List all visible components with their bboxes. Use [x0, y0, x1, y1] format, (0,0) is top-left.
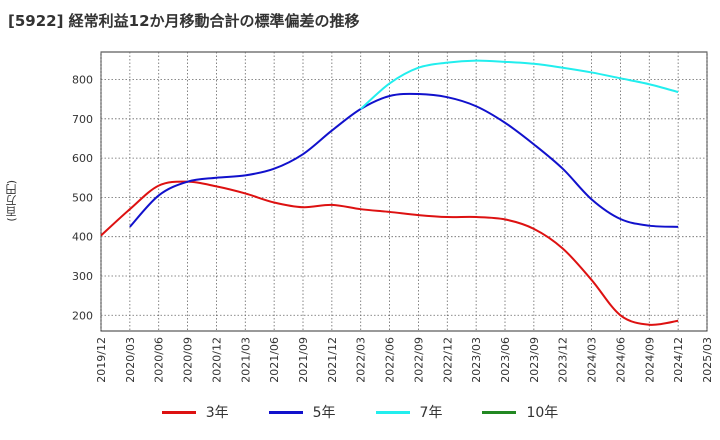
legend-item-2: 5年 [268, 402, 336, 422]
legend-label: 7年 [419, 405, 443, 421]
x-tick-label: 2021/12 [326, 337, 339, 383]
x-tick-label: 2025/03 [701, 337, 714, 383]
y-tick-label: 500 [72, 191, 93, 204]
plot-area [100, 51, 708, 332]
legend-swatch [482, 410, 517, 414]
x-tick-label: 2023/06 [499, 337, 512, 383]
series-line-1 [100, 180, 679, 326]
legend-label: 10年 [526, 405, 559, 421]
chart-legend: 3年 5年 7年 10年 [0, 402, 720, 422]
legend-label: 3年 [205, 405, 229, 421]
series-line-2 [129, 92, 679, 228]
x-tick-label: 2019/12 [95, 337, 108, 383]
legend-item-1: 3年 [161, 402, 229, 422]
x-tick-label: 2021/09 [297, 337, 310, 383]
x-tick-label: 2021/03 [239, 337, 252, 383]
legend-swatch [268, 410, 303, 414]
legend-item-4: 10年 [482, 402, 558, 422]
legend-swatch [161, 410, 196, 414]
series-line-3 [360, 59, 679, 110]
y-tick-label: 700 [72, 113, 93, 126]
legend-item-3: 7年 [375, 402, 443, 422]
x-tick-label: 2021/06 [268, 337, 281, 383]
y-tick-label: 800 [72, 74, 93, 87]
x-tick-label: 2022/09 [412, 337, 425, 383]
x-tick-label: 2022/12 [441, 337, 454, 383]
x-tick-label: 2020/03 [124, 337, 137, 383]
y-tick-label: 400 [72, 231, 93, 244]
x-tick-label: 2024/09 [643, 337, 656, 383]
x-tick-label: 2020/12 [210, 337, 223, 383]
x-tick-label: 2023/09 [528, 337, 541, 383]
x-tick-label: 2022/06 [384, 337, 397, 383]
x-tick-label: 2022/03 [355, 337, 368, 383]
y-tick-label: 300 [72, 270, 93, 283]
x-tick-label: 2024/12 [672, 337, 685, 383]
x-tick-label: 2024/03 [586, 337, 599, 383]
y-tick-label: 600 [72, 152, 93, 165]
x-tick-label: 2024/06 [614, 337, 627, 383]
x-tick-label: 2023/03 [470, 337, 483, 383]
x-tick-label: 2020/09 [182, 337, 195, 383]
legend-swatch [375, 410, 410, 414]
x-tick-label: 2023/12 [557, 337, 570, 383]
x-tick-label: 2020/06 [153, 337, 166, 383]
chart-title: [5922] 経常利益12か月移動合計の標準偏差の推移 [8, 12, 360, 30]
y-tick-label: 200 [72, 309, 93, 322]
legend-label: 5年 [312, 405, 336, 421]
line-chart: 2019/12 2020/03 2020/06 2020/09 2020/12 2021/… [72, 51, 714, 383]
